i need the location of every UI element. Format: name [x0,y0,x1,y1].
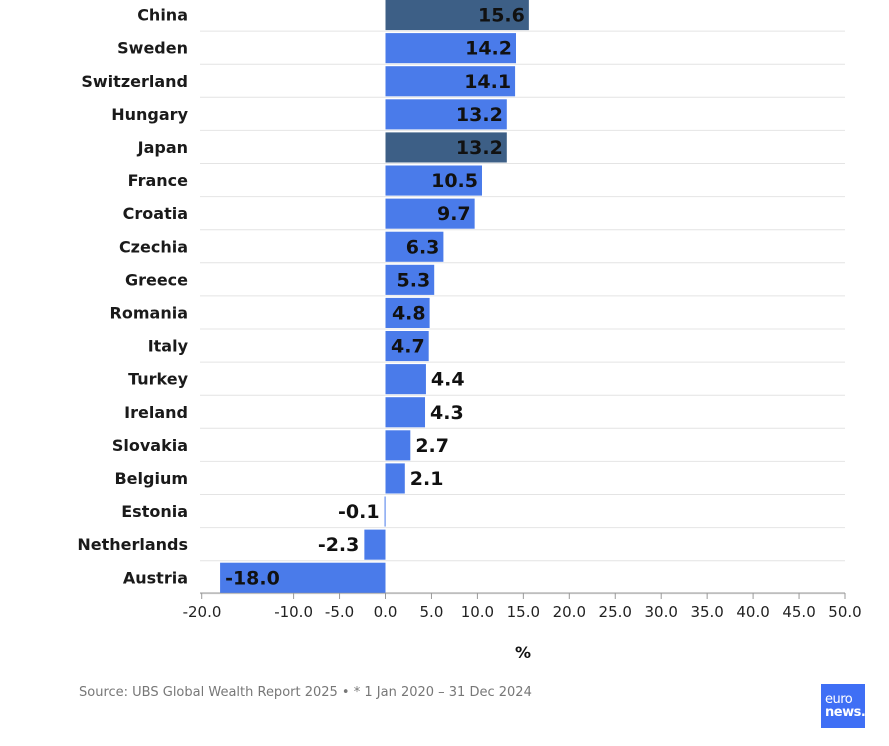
category-label: France [128,171,188,190]
category-label: Ireland [124,403,188,422]
data-label: 14.2 [465,38,512,60]
data-label: -18.0 [225,567,280,589]
x-tick-label: 45.0 [782,603,815,621]
x-tick-label: 15.0 [507,603,540,621]
logo-text-bottom: news. [825,705,866,720]
x-tick-label: 20.0 [553,603,586,621]
category-label: Slovakia [112,436,188,455]
bar [364,529,386,560]
x-tick-label: 30.0 [644,603,677,621]
category-label: Sweden [117,39,188,58]
data-label: -2.3 [318,534,360,556]
x-tick-label: 10.0 [461,603,494,621]
category-label: Hungary [111,105,188,124]
bar [385,198,475,229]
data-label: 10.5 [431,170,478,192]
data-label: 4.8 [392,302,426,324]
bar [385,231,444,262]
data-label: 4.3 [430,402,464,424]
x-tick-label: 0.0 [374,603,398,621]
x-axis-title: % [515,643,531,662]
x-tick-label: 35.0 [690,603,723,621]
data-label: 13.2 [456,104,503,126]
data-label: 9.7 [437,203,471,225]
data-label: 2.1 [410,468,444,490]
category-label: Croatia [123,204,188,223]
data-label: 4.4 [431,369,465,391]
category-label: Turkey [128,370,189,389]
euronews-logo[interactable]: euro news. [821,684,866,728]
category-label: Austria [123,568,188,587]
category-label: Italy [148,337,189,356]
bar [385,331,429,362]
category-label: Belgium [114,469,188,488]
x-tick-label: 40.0 [736,603,769,621]
category-label: Switzerland [81,72,188,91]
bar [385,463,405,494]
data-label: 15.6 [478,5,525,27]
data-label: 4.7 [391,336,425,358]
logo-text-top: euro [825,692,853,707]
data-label: 6.3 [406,236,440,258]
category-label: Czechia [119,237,188,256]
data-label: 14.1 [464,71,511,93]
bar [385,165,482,196]
category-label: Netherlands [77,535,188,554]
x-tick-label: 25.0 [599,603,632,621]
category-label: China [137,6,188,25]
data-label: 5.3 [397,269,431,291]
x-tick-label: -5.0 [325,603,354,621]
bar [385,33,516,64]
data-label: 2.7 [415,435,449,457]
data-label: -0.1 [338,501,380,523]
bar [385,132,507,163]
category-label: Romania [110,303,188,322]
category-label: Japan [137,138,188,157]
bar [385,297,430,328]
category-label: Greece [125,270,188,289]
bar [385,264,435,295]
bar [385,397,426,428]
bar [220,562,386,593]
bar [385,99,507,130]
bar [385,430,411,461]
x-tick-label: 50.0 [828,603,861,621]
category-label: Estonia [121,502,188,521]
source-note: Source: UBS Global Wealth Report 2025 • … [79,685,532,700]
bar [385,66,516,97]
data-label: 13.2 [456,137,503,159]
x-tick-label: -10.0 [274,603,313,621]
x-tick-label: -20.0 [183,603,222,621]
x-tick-label: 5.0 [420,603,444,621]
bar [385,364,426,395]
bar [384,496,386,527]
bar [385,0,529,31]
